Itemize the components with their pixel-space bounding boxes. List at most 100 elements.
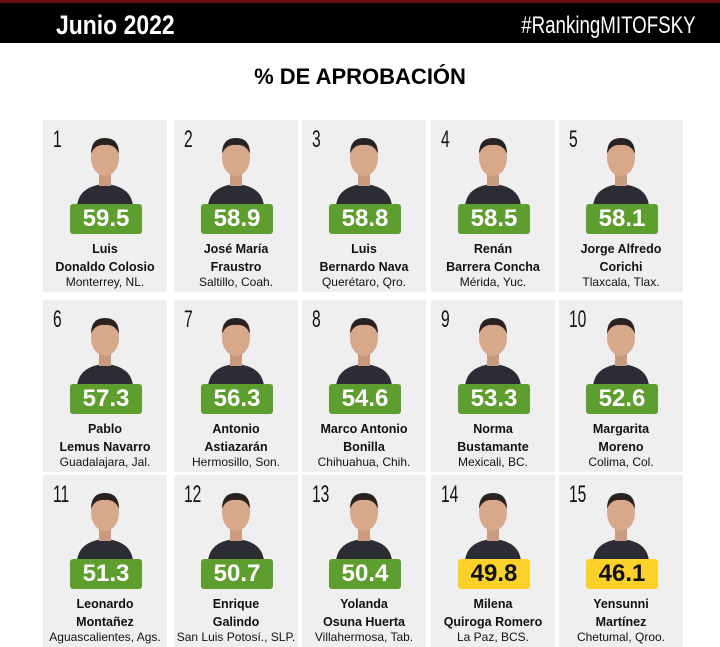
candidate-card: 4 58.5 Renán Barrera Concha Mérida, Yuc. xyxy=(431,120,555,292)
approval-score-badge: 58.5 xyxy=(458,204,530,234)
rank-number: 3 xyxy=(312,126,321,153)
candidate-photo xyxy=(336,138,392,206)
name-line-2: Barrera Concha xyxy=(446,260,540,274)
rank-number: 9 xyxy=(441,306,450,333)
name-line-1: Leonardo xyxy=(76,597,134,611)
candidate-city: La Paz, BCS. xyxy=(456,630,530,644)
candidate-photo xyxy=(77,318,133,386)
rank-number: 2 xyxy=(184,126,193,153)
candidate-photo xyxy=(77,493,133,561)
name-line-1: Luis xyxy=(351,242,377,256)
rank-number: 12 xyxy=(184,481,202,508)
approval-score-badge: 52.6 xyxy=(586,384,658,414)
candidate-city: Tlaxcala, Tlax. xyxy=(582,275,660,289)
candidate-photo xyxy=(593,493,649,561)
candidate-name: Luis Donaldo Colosio xyxy=(43,240,167,276)
rank-number: 6 xyxy=(53,306,62,333)
candidate-city: San Luis Potosí., SLP. xyxy=(176,630,296,644)
month-label: Junio 2022 xyxy=(56,10,175,40)
candidate-photo xyxy=(593,138,649,206)
candidate-city: Aguascalientes, Ags. xyxy=(49,630,161,644)
name-line-2: Fraustro xyxy=(210,260,262,274)
name-line-1: Yensunni xyxy=(593,597,649,611)
candidate-name: Leonardo Montañez xyxy=(43,595,167,631)
rank-number: 10 xyxy=(569,306,587,333)
name-line-2: Corichi xyxy=(599,260,643,274)
rank-number: 11 xyxy=(53,481,70,508)
approval-score-badge: 56.3 xyxy=(201,384,273,414)
candidate-card: 11 51.3 Leonardo Montañez Aguascalientes,… xyxy=(43,475,167,647)
approval-score-badge: 53.3 xyxy=(458,384,530,414)
name-line-2: Donaldo Colosio xyxy=(55,260,155,274)
candidate-city: Monterrey, NL. xyxy=(65,275,145,289)
candidate-card: 13 50.4 Yolanda Osuna Huerta Villahermosa… xyxy=(302,475,426,647)
candidate-photo xyxy=(208,318,264,386)
rank-number: 7 xyxy=(184,306,193,333)
name-line-2: Bonilla xyxy=(343,440,385,454)
candidate-city: Saltillo, Coah. xyxy=(198,275,274,289)
approval-score-badge: 58.1 xyxy=(586,204,658,234)
candidate-card: 6 57.3 Pablo Lemus Navarro Guadalajara, J… xyxy=(43,300,167,472)
name-line-2: Montañez xyxy=(76,615,134,629)
candidate-name: Jorge Alfredo Corichi xyxy=(559,240,683,276)
candidate-photo xyxy=(593,318,649,386)
candidate-card: 3 58.8 Luis Bernardo Nava Querétaro, Qro. xyxy=(302,120,426,292)
candidate-card: 7 56.3 Antonio Astiazarán Hermosillo, Son… xyxy=(174,300,298,472)
name-line-2: Lemus Navarro xyxy=(59,440,151,454)
rank-number: 5 xyxy=(569,126,578,153)
name-line-1: Renán xyxy=(473,242,513,256)
name-line-1: Margarita xyxy=(592,422,650,436)
name-line-1: Jorge Alfredo xyxy=(580,242,662,256)
candidate-card: 5 58.1 Jorge Alfredo Corichi Tlaxcala, Tl… xyxy=(559,120,683,292)
candidate-city: Chetumal, Qroo. xyxy=(576,630,666,644)
header-bar: Junio 2022 #RankingMITOFSKY xyxy=(0,0,720,43)
candidate-name: José María Fraustro xyxy=(174,240,298,276)
candidate-name: Milena Quiroga Romero xyxy=(431,595,555,631)
candidate-card: 8 54.6 Marco Antonio Bonilla Chihuahua, C… xyxy=(302,300,426,472)
approval-score-badge: 59.5 xyxy=(70,204,142,234)
candidate-name: Luis Bernardo Nava xyxy=(302,240,426,276)
candidate-photo xyxy=(336,493,392,561)
approval-score-badge: 57.3 xyxy=(70,384,142,414)
approval-score-badge: 58.9 xyxy=(201,204,273,234)
candidate-name: Enrique Galindo xyxy=(174,595,298,631)
name-line-2: Martínez xyxy=(595,615,647,629)
rank-number: 4 xyxy=(441,126,450,153)
name-line-1: José María xyxy=(203,242,269,256)
rank-number: 8 xyxy=(312,306,321,333)
name-line-2: Moreno xyxy=(598,440,644,454)
candidate-city: Colima, Col. xyxy=(588,455,654,469)
candidate-city: Mérida, Yuc. xyxy=(459,275,527,289)
candidate-card: 1 59.5 Luis Donaldo Colosio Monterrey, NL… xyxy=(43,120,167,292)
name-line-2: Bernardo Nava xyxy=(319,260,409,274)
candidate-photo xyxy=(465,493,521,561)
candidate-name: Pablo Lemus Navarro xyxy=(43,420,167,456)
candidate-photo xyxy=(465,138,521,206)
candidate-card: 15 46.1 Yensunni Martínez Chetumal, Qroo. xyxy=(559,475,683,647)
rank-number: 13 xyxy=(312,481,330,508)
candidate-photo xyxy=(208,493,264,561)
name-line-1: Antonio xyxy=(212,422,260,436)
name-line-1: Norma xyxy=(473,422,513,436)
name-line-2: Osuna Huerta xyxy=(323,615,405,629)
candidate-name: Yensunni Martínez xyxy=(559,595,683,631)
candidate-photo xyxy=(77,138,133,206)
name-line-2: Galindo xyxy=(212,615,260,629)
candidate-card: 2 58.9 José María Fraustro Saltillo, Coah… xyxy=(174,120,298,292)
name-line-2: Astiazarán xyxy=(204,440,268,454)
candidate-card: 14 49.8 Milena Quiroga Romero La Paz, BCS… xyxy=(431,475,555,647)
candidate-name: Renán Barrera Concha xyxy=(431,240,555,276)
rank-number: 14 xyxy=(441,481,459,508)
name-line-1: Yolanda xyxy=(340,597,388,611)
candidate-name: Marco Antonio Bonilla xyxy=(302,420,426,456)
candidate-city: Hermosillo, Son. xyxy=(191,455,281,469)
approval-score-badge: 51.3 xyxy=(70,559,142,589)
name-line-1: Marco Antonio xyxy=(320,422,408,436)
candidate-city: Mexicali, BC. xyxy=(457,455,528,469)
candidate-city: Guadalajara, Jal. xyxy=(59,455,151,469)
candidate-name: Norma Bustamante xyxy=(431,420,555,456)
candidate-photo xyxy=(336,318,392,386)
candidate-card: 10 52.6 Margarita Moreno Colima, Col. xyxy=(559,300,683,472)
name-line-1: Luis xyxy=(92,242,118,256)
candidate-card: 9 53.3 Norma Bustamante Mexicali, BC. xyxy=(431,300,555,472)
